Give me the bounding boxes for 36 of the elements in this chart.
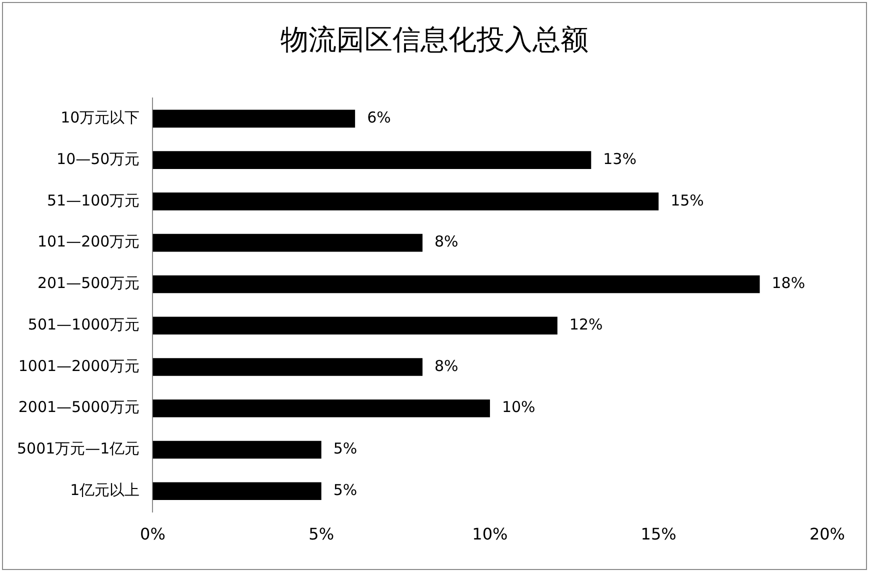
data-label: 15% [670, 191, 704, 210]
x-tick-label: 20% [809, 524, 845, 544]
data-label: 8% [434, 356, 458, 375]
y-tick-label: 1亿元以上 [70, 481, 140, 499]
data-label: 5% [333, 440, 358, 458]
bar [152, 440, 322, 459]
chart-title: 物流园区信息化投入总额 [280, 22, 590, 58]
y-tick-label: 51—100万元 [47, 191, 140, 210]
x-tick-label: 10% [472, 524, 508, 544]
y-tick-label: 5001万元—1亿元 [17, 440, 140, 458]
y-tick-label: 1001—2000万元 [18, 356, 140, 375]
y-tick-label: 101—200万元 [37, 232, 140, 251]
bar [152, 275, 760, 294]
y-tick-label: 501—1000万元 [28, 315, 140, 334]
data-label: 12% [569, 315, 603, 334]
data-label: 6% [367, 108, 391, 127]
y-tick-label: 10—50万元 [56, 150, 140, 168]
data-label: 8% [434, 232, 458, 251]
data-label: 10% [502, 398, 536, 416]
bar [152, 358, 423, 376]
bar [152, 192, 659, 210]
bar [152, 234, 423, 252]
x-tick-label: 5% [308, 524, 334, 544]
data-label: 13% [603, 150, 636, 168]
bar [152, 110, 356, 128]
x-tick-label: 15% [640, 524, 676, 544]
data-label: 5% [333, 481, 358, 499]
bar [152, 482, 322, 500]
x-tick-label: 0% [140, 524, 166, 544]
y-tick-label: 201—500万元 [37, 274, 140, 292]
y-tick-label: 10万元以下 [60, 108, 140, 127]
data-label: 18% [772, 274, 806, 292]
bar [152, 151, 592, 169]
bar [152, 399, 490, 418]
bar [152, 316, 558, 334]
y-tick-label: 2001—5000万元 [18, 398, 140, 416]
